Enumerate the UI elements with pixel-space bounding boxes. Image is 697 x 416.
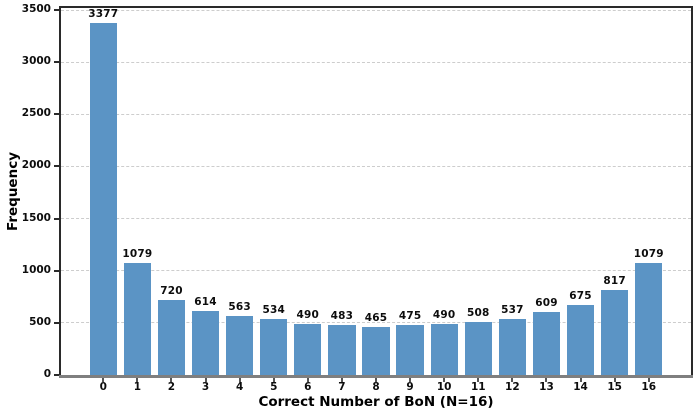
x-tick-label: 11 [470, 381, 486, 393]
bar-value-label: 3377 [88, 7, 119, 20]
y-tick-mark [54, 113, 59, 116]
y-tick-label: 2000 [21, 159, 51, 172]
x-axis-title: Correct Number of BoN (N=16) [258, 394, 494, 410]
plot-area: 3377 1079 720 614 563 534 490 483 465 475 490 508 53… [61, 8, 691, 375]
x-tick-mark [272, 378, 275, 382]
bar-5 [260, 319, 288, 375]
gridline [61, 165, 691, 167]
x-tick-mark [204, 378, 207, 382]
x-tick-label: 14 [573, 381, 588, 393]
bar-value-label: 508 [467, 307, 490, 320]
x-tick-label: 3 [201, 381, 210, 393]
y-tick-label: 2500 [21, 107, 51, 120]
y-tick-mark [54, 61, 59, 64]
y-tick-label: 3500 [21, 3, 51, 16]
x-tick-label: 12 [505, 381, 520, 393]
x-tick-mark [511, 378, 514, 382]
bar-2 [157, 299, 186, 375]
bar-value-label: 614 [194, 295, 217, 308]
x-tick-label: 6 [304, 381, 312, 393]
bar-0 [89, 22, 117, 375]
y-tick-mark [54, 9, 59, 12]
bar-value-label: 475 [398, 310, 422, 323]
x-tick-mark [409, 378, 412, 382]
x-tick-label: 4 [235, 381, 244, 393]
x-tick-label: 13 [539, 381, 554, 393]
bar-4 [226, 316, 254, 375]
y-tick-mark [54, 165, 59, 168]
x-tick-label: 16 [641, 381, 657, 393]
y-tick-mark [54, 374, 59, 376]
x-tick-label: 5 [270, 381, 278, 393]
gridline [61, 218, 691, 220]
gridline [61, 270, 691, 272]
bar-16 [635, 262, 663, 375]
x-tick-mark [545, 378, 548, 382]
x-tick-mark [613, 378, 616, 382]
bar-8 [362, 326, 390, 375]
x-tick-mark [443, 378, 446, 382]
x-tick-label: 1 [133, 381, 142, 393]
gridline [61, 9, 691, 11]
bar-value-label: 675 [569, 289, 592, 302]
bar-value-label: 563 [228, 301, 251, 314]
x-tick-mark [102, 378, 105, 382]
bar-9 [396, 325, 424, 375]
gridline [61, 322, 691, 324]
x-tick-mark [477, 378, 480, 382]
y-tick-label: 1000 [21, 263, 51, 276]
plot-border-left [59, 6, 61, 375]
bar-10 [430, 323, 458, 375]
plot-border-top [59, 6, 693, 8]
bar-7 [328, 324, 356, 375]
bar-12 [498, 319, 526, 375]
bar-value-label: 1079 [122, 247, 153, 260]
bar-value-label: 537 [501, 304, 524, 316]
x-tick-label: 8 [372, 381, 380, 393]
bar-value-label: 1079 [633, 247, 664, 260]
x-axis-baseline [59, 375, 693, 378]
x-tick-mark [647, 378, 650, 382]
bar-value-label: 609 [535, 296, 558, 309]
x-tick-label: 2 [167, 381, 176, 393]
y-tick-mark [54, 269, 59, 272]
bar-3 [191, 310, 220, 375]
x-tick-label: 10 [436, 381, 452, 393]
x-tick-mark [340, 378, 343, 382]
bar-value-label: 817 [603, 274, 626, 287]
plot-border-right [691, 6, 693, 375]
bar-value-label: 720 [160, 284, 183, 297]
gridline [61, 113, 691, 115]
bar-1 [123, 262, 151, 375]
x-tick-label: 7 [338, 381, 346, 393]
x-tick-label: 0 [99, 381, 107, 393]
y-tick-label: 3000 [21, 55, 51, 68]
y-tick-label: 0 [43, 368, 51, 380]
bar-14 [566, 304, 595, 375]
bar-6 [294, 323, 322, 375]
x-tick-mark [136, 378, 139, 382]
x-tick-label: 15 [607, 381, 622, 393]
bar-value-label: 490 [432, 308, 456, 321]
bar-value-label: 490 [296, 308, 320, 321]
bar-13 [532, 311, 561, 375]
y-tick-mark [54, 321, 59, 324]
bar-value-label: 534 [262, 304, 285, 317]
x-tick-label: 9 [406, 381, 414, 393]
bar-11 [464, 322, 492, 375]
bar-value-label: 483 [330, 309, 354, 322]
x-tick-mark [306, 378, 309, 382]
x-tick-mark [238, 378, 241, 382]
bar-15 [601, 289, 629, 375]
bar-value-label: 465 [364, 311, 388, 324]
y-tick-mark [54, 217, 59, 220]
x-tick-mark [170, 378, 173, 382]
x-tick-mark [375, 378, 377, 382]
y-tick-label: 500 [29, 315, 51, 328]
x-tick-mark [579, 378, 582, 382]
gridline [61, 61, 691, 63]
y-tick-label: 1500 [21, 211, 51, 224]
